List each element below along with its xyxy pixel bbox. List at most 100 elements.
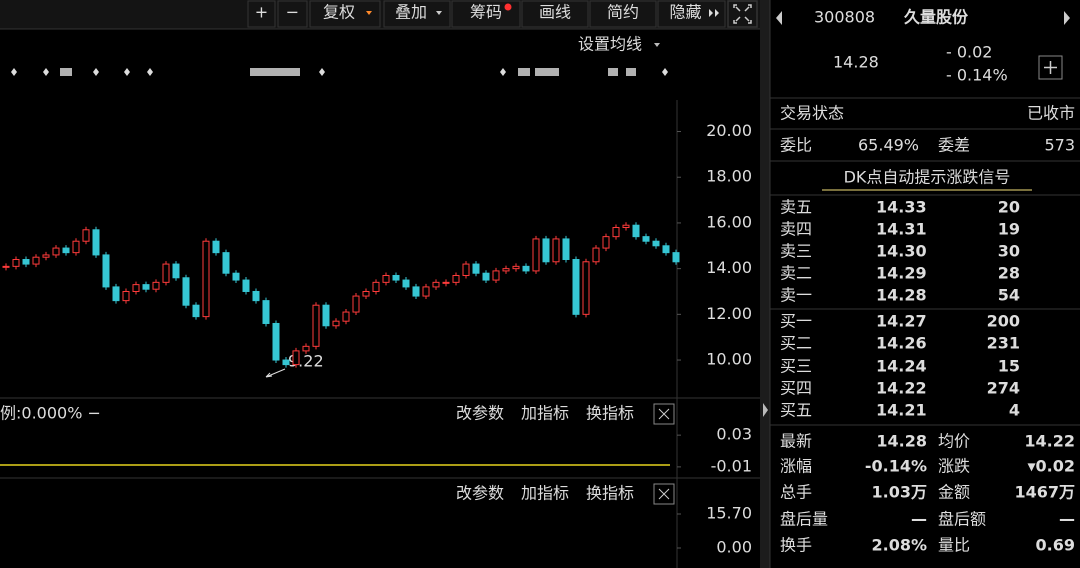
next-stock[interactable] [1064, 11, 1070, 25]
panel-button[interactable]: 换指标 [586, 484, 634, 503]
stat-label: 盘后额 [938, 510, 986, 529]
toolbar-button[interactable] [589, 0, 657, 28]
candle [262, 300, 270, 324]
panel-button[interactable]: 换指标 [586, 404, 634, 423]
book-price: 14.33 [876, 198, 927, 217]
book-volume: 28 [998, 264, 1020, 283]
y-tick-label: -0.01 [711, 456, 752, 475]
panel-button[interactable]: 加指标 [521, 404, 569, 423]
candle [562, 238, 570, 260]
add-button[interactable] [1038, 55, 1063, 80]
candle [162, 263, 170, 283]
book-volume: 274 [987, 379, 1020, 398]
add-icon [1044, 61, 1057, 74]
toolbar-button[interactable] [657, 0, 726, 28]
button-label: − [286, 3, 299, 22]
toolbar-button[interactable] [247, 0, 276, 28]
price-change: - 0.02 [946, 43, 992, 62]
candle [12, 258, 20, 267]
candle [292, 350, 300, 366]
stock-code: 300808 [814, 8, 875, 27]
book-label: 卖一 [780, 286, 812, 305]
stat-value: ▾0.02 [1027, 457, 1075, 476]
candle [652, 240, 660, 247]
stat-value: 14.28 [876, 432, 927, 451]
dropdown-arrow [366, 11, 372, 15]
candle [302, 345, 310, 352]
close-button[interactable] [653, 403, 675, 425]
candle [502, 268, 510, 272]
badge-dot [504, 3, 512, 11]
stat-value: 2.08% [871, 536, 927, 555]
book-volume: 20 [998, 198, 1020, 217]
candle [212, 240, 220, 254]
candle [382, 274, 390, 283]
candle [242, 279, 250, 292]
panel-splitter[interactable] [760, 0, 770, 568]
candle [622, 224, 630, 229]
candle [42, 254, 50, 258]
annotation-arrow [265, 368, 286, 378]
dropdown-arrow [654, 43, 660, 47]
candle [82, 229, 90, 242]
toolbar-button[interactable] [521, 0, 589, 28]
candle [312, 304, 320, 347]
ratio-label: 委比 [780, 136, 812, 155]
panel-button[interactable]: 改参数 [456, 484, 504, 503]
book-label: 买四 [780, 379, 812, 398]
book-volume: 54 [998, 286, 1020, 305]
book-price: 14.30 [876, 242, 927, 261]
candle [362, 290, 370, 297]
candle [172, 263, 180, 279]
candle [282, 359, 290, 366]
candle [432, 281, 440, 288]
toolbar-button[interactable] [277, 0, 308, 28]
button-label: 画线 [539, 3, 571, 22]
status-label: 交易状态 [780, 104, 844, 123]
book-price: 14.27 [876, 312, 927, 331]
book-volume: 200 [987, 312, 1020, 331]
signal-link[interactable]: DK点自动提示涨跌信号 [844, 168, 1011, 187]
candle [142, 284, 150, 290]
candle [392, 274, 400, 281]
candle [222, 252, 230, 274]
indicator-label: 例:0.000% − [0, 404, 101, 423]
candle [602, 236, 610, 249]
candle [472, 263, 480, 274]
candle [412, 286, 420, 297]
candle [492, 270, 500, 281]
panel-button[interactable]: 改参数 [456, 404, 504, 423]
book-price: 14.26 [876, 334, 927, 353]
stat-value: 14.22 [1024, 432, 1075, 451]
y-tick-label: 14.00 [706, 258, 752, 277]
candle [102, 254, 110, 288]
book-label: 买一 [780, 312, 812, 331]
book-label: 卖三 [780, 242, 812, 261]
stat-value: 0.69 [1036, 536, 1075, 555]
candle [342, 311, 350, 322]
stat-value: 1467万 [1014, 483, 1075, 502]
book-price: 14.21 [876, 401, 927, 420]
book-price: 14.22 [876, 379, 927, 398]
candle [352, 295, 360, 313]
book-label: 买三 [780, 357, 812, 376]
candle [62, 247, 70, 254]
ma-settings[interactable]: 设置均线 [578, 35, 642, 54]
candle [672, 252, 680, 263]
candle [92, 229, 100, 256]
panel-button[interactable]: 加指标 [521, 484, 569, 503]
button-label: 筹码 [470, 3, 502, 22]
close-button[interactable] [653, 483, 675, 505]
fullscreen-button[interactable] [727, 0, 758, 28]
stat-value: — [911, 510, 927, 529]
prev-stock[interactable] [776, 11, 782, 25]
status: 已收市 [1027, 104, 1075, 123]
stat-label: 涨跌 [938, 457, 970, 476]
candle [422, 286, 430, 297]
y-tick-label: 15.70 [706, 504, 752, 523]
candle [532, 238, 540, 272]
candle [632, 224, 640, 238]
candle [372, 281, 380, 292]
stat-label: 金额 [938, 483, 970, 502]
